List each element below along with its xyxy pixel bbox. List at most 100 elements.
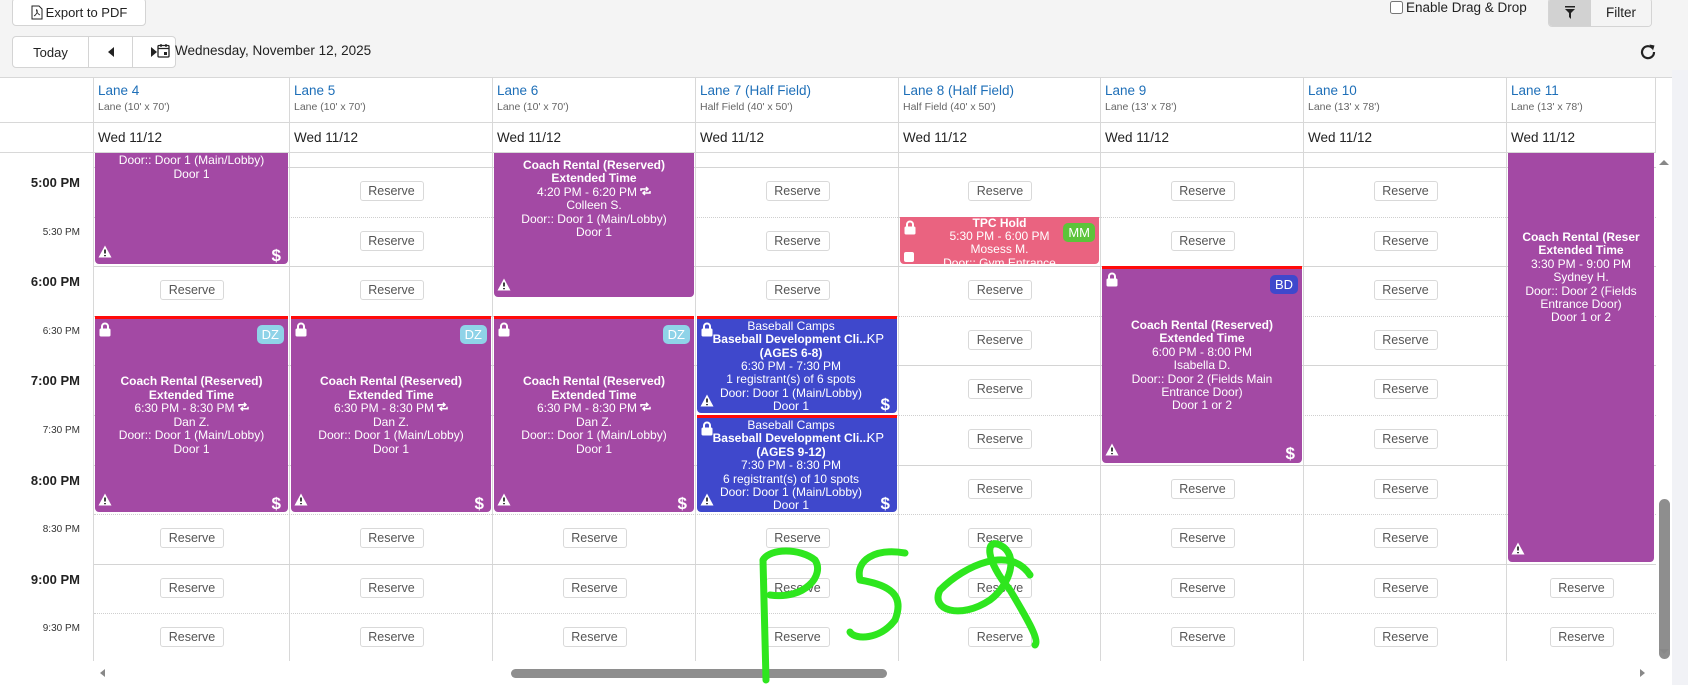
- staff-badge: DZ: [256, 324, 284, 344]
- filter-button[interactable]: Filter: [1548, 0, 1652, 27]
- event-detail: Door:: Door 1 (Main/Lobby): [118, 153, 265, 168]
- lane-header-8: Lane 8 (Half Field) Half Field (40' x 50'…: [899, 78, 1101, 123]
- reserve-button[interactable]: Reserve: [1170, 627, 1235, 648]
- scroll-down-icon[interactable]: [1659, 649, 1669, 654]
- event-block[interactable]: DZ Coach Rental (Reserved) Extended Time 6:…: [95, 315, 288, 513]
- horizontal-scrollbar[interactable]: [94, 665, 1656, 681]
- event-block[interactable]: Coach Rental (Reser Extended Time 3:30 PM …: [1508, 153, 1654, 562]
- event-time-row: 6:30 PM - 8:30 PM: [97, 401, 286, 415]
- reserve-button[interactable]: Reserve: [968, 627, 1032, 648]
- event-time: 6:30 PM - 8:30 PM: [536, 401, 638, 416]
- reserve-button[interactable]: Reserve: [1170, 577, 1235, 598]
- lane-name-link[interactable]: Lane 9: [1105, 83, 1147, 98]
- scroll-right-icon[interactable]: [1640, 669, 1645, 677]
- lane-date: Wed 11/12: [899, 123, 1101, 153]
- event-block[interactable]: Dan Z.Door:: Door 1 (Main/Lobby)Door 1$: [95, 153, 288, 265]
- lane-name-link[interactable]: Lane 6: [497, 83, 539, 98]
- next-day-button[interactable]: [133, 37, 175, 67]
- reserve-button[interactable]: Reserve: [765, 181, 830, 201]
- event-title: Coach Rental (Reserved): [522, 158, 666, 172]
- scroll-left-icon[interactable]: [100, 669, 105, 677]
- reserve-button[interactable]: Reserve: [160, 577, 224, 598]
- reserve-button[interactable]: Reserve: [765, 627, 830, 648]
- reserve-button[interactable]: Reserve: [968, 429, 1032, 449]
- reserve-button[interactable]: Reserve: [1549, 627, 1614, 648]
- reserve-button[interactable]: Reserve: [562, 577, 627, 598]
- reserve-button[interactable]: Reserve: [1170, 478, 1235, 499]
- today-label: Today: [33, 44, 68, 60]
- lane-name-link[interactable]: Lane 5: [294, 83, 336, 98]
- vertical-scrollbar[interactable]: [1656, 152, 1672, 664]
- event-block[interactable]: DZ Coach Rental (Reserved) Extended Time 6:…: [291, 315, 491, 513]
- reserve-button[interactable]: Reserve: [1373, 528, 1438, 549]
- export-pdf-button[interactable]: Export to PDF: [12, 0, 146, 26]
- reserve-button[interactable]: Reserve: [968, 280, 1032, 301]
- reserve-button[interactable]: Reserve: [359, 230, 424, 251]
- reserve-button[interactable]: Reserve: [968, 181, 1032, 201]
- reserve-button[interactable]: Reserve: [1373, 329, 1438, 350]
- event-title: Extended Time: [551, 387, 637, 402]
- prev-day-button[interactable]: [89, 37, 133, 67]
- reserve-button[interactable]: Reserve: [1170, 528, 1235, 549]
- reserve-button[interactable]: Reserve: [968, 577, 1032, 598]
- refresh-icon[interactable]: [1638, 42, 1658, 62]
- reserve-button[interactable]: Reserve: [1373, 181, 1438, 201]
- lock-icon: [904, 220, 916, 238]
- lane-date: Wed 11/12: [290, 123, 493, 153]
- event-time: 7:30 PM - 8:30 PM: [740, 458, 842, 473]
- reserve-button[interactable]: Reserve: [765, 528, 830, 549]
- reserve-button[interactable]: Reserve: [359, 577, 424, 598]
- reserve-button[interactable]: Reserve: [968, 478, 1032, 499]
- reserve-button[interactable]: Reserve: [359, 528, 424, 549]
- event-content: Dan Z.Door:: Door 1 (Main/Lobby)Door 1: [97, 153, 286, 181]
- reserve-button[interactable]: Reserve: [359, 627, 424, 648]
- event-title: Coach Rental (Reserved): [1130, 317, 1274, 332]
- reserve-button[interactable]: Reserve: [765, 230, 830, 251]
- event-detail: Isabella D.: [1173, 358, 1231, 373]
- reserve-button[interactable]: Reserve: [968, 528, 1032, 549]
- lane-name-link[interactable]: Lane 8 (Half Field): [903, 83, 1015, 98]
- event-block[interactable]: KP Baseball Camps Baseball Development Cli…: [697, 315, 897, 413]
- reserve-button[interactable]: Reserve: [1373, 577, 1438, 598]
- reserve-button[interactable]: Reserve: [1373, 280, 1438, 301]
- reserve-button[interactable]: Reserve: [562, 627, 627, 648]
- reserve-button[interactable]: Reserve: [160, 528, 224, 549]
- reserve-button[interactable]: Reserve: [1373, 379, 1438, 400]
- scroll-up-icon[interactable]: [1659, 160, 1669, 165]
- reserve-button[interactable]: Reserve: [562, 528, 627, 549]
- reserve-button[interactable]: Reserve: [160, 280, 224, 301]
- drag-drop-toggle[interactable]: Enable Drag & Drop: [1390, 0, 1527, 15]
- reserve-button[interactable]: Reserve: [1170, 181, 1235, 201]
- horizontal-scroll-thumb[interactable]: [511, 669, 887, 678]
- reserve-button[interactable]: Reserve: [765, 280, 830, 301]
- event-category: Baseball Camps: [747, 418, 835, 432]
- reserve-button[interactable]: Reserve: [765, 577, 830, 598]
- reserve-button[interactable]: Reserve: [1373, 478, 1438, 499]
- reserve-button[interactable]: Reserve: [1373, 429, 1438, 449]
- vertical-scroll-thumb[interactable]: [1659, 499, 1670, 659]
- drag-drop-checkbox[interactable]: [1390, 1, 1403, 14]
- reserve-button[interactable]: Reserve: [968, 329, 1032, 350]
- reserve-button[interactable]: Reserve: [1373, 230, 1438, 251]
- event-block[interactable]: DZ Coach Rental (Reserved) Extended Time 6:…: [494, 315, 694, 513]
- event-detail: 6 registrant(s) of 10 spots: [722, 471, 860, 486]
- reserve-button[interactable]: Reserve: [1549, 577, 1614, 598]
- lane-name-link[interactable]: Lane 11: [1511, 83, 1559, 98]
- lane-name-link[interactable]: Lane 10: [1308, 83, 1357, 98]
- lane-name-link[interactable]: Lane 7 (Half Field): [700, 83, 812, 98]
- lane-size: Lane (13' x 78'): [1511, 101, 1583, 113]
- reserve-button[interactable]: Reserve: [1373, 627, 1438, 648]
- reserve-button[interactable]: Reserve: [160, 627, 224, 648]
- reserve-button[interactable]: Reserve: [968, 379, 1032, 400]
- event-block[interactable]: Coach Rental (Reserved) Extended Time 4:20…: [494, 153, 694, 298]
- lane-name-link[interactable]: Lane 4: [98, 83, 140, 98]
- reserve-button[interactable]: Reserve: [359, 280, 424, 301]
- reserve-button[interactable]: Reserve: [1170, 230, 1235, 251]
- event-block[interactable]: BD Coach Rental (Reserved) Extended Time 6:…: [1102, 266, 1302, 463]
- event-title: Extended Time: [348, 387, 434, 402]
- today-button[interactable]: Today: [13, 37, 89, 67]
- date-picker[interactable]: Wednesday, November 12, 2025: [157, 43, 371, 58]
- event-block[interactable]: KP Baseball Camps Baseball Development Cli…: [697, 415, 897, 513]
- event-block[interactable]: MM TPC Hold 5:30 PM - 6:00 PM Mosess M. Door…: [900, 216, 1099, 265]
- reserve-button[interactable]: Reserve: [359, 181, 424, 201]
